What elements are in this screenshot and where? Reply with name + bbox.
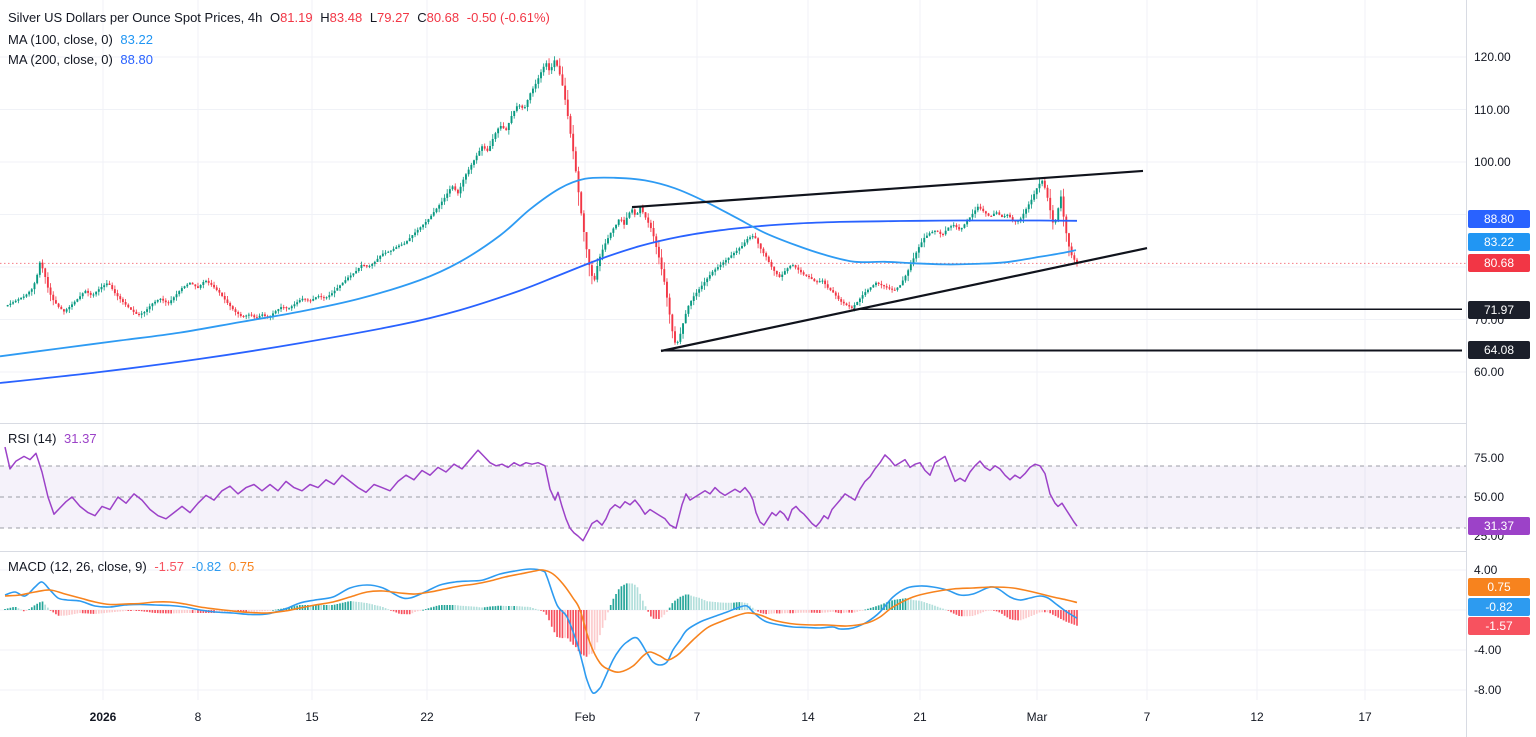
time-tick-label: 22 (420, 710, 434, 724)
macd-signal-badge: 0.75 (1468, 578, 1530, 596)
rsi-value: 31.37 (64, 431, 97, 446)
macd-hist-badge: -1.57 (1468, 617, 1530, 635)
high-label: H (320, 10, 330, 25)
ma200-legend-row[interactable]: MA (200, close, 0) 88.80 (8, 52, 157, 67)
time-tick-label: 14 (801, 710, 815, 724)
rsi-band (0, 465, 1466, 529)
trendline-drawing-1[interactable] (631, 169, 1144, 209)
low-label: L (369, 10, 378, 25)
time-tick-label: 2026 (89, 710, 117, 724)
ma200-label: MA (200, close, 0) (8, 52, 113, 67)
open-value: 81.19 (280, 10, 313, 25)
macd-legend-row[interactable]: MACD (12, 26, close, 9) -1.57 -0.82 0.75 (8, 559, 258, 574)
rsi-value-badge: 31.37 (1468, 517, 1530, 535)
ma200-value-badge: 88.80 (1468, 210, 1530, 228)
rsi-tick-label: 50.00 (1474, 490, 1505, 504)
price-tick-label: 110.00 (1474, 102, 1510, 117)
price-axis-border (1466, 0, 1467, 737)
macd-signal-value: 0.75 (228, 559, 255, 574)
macd-line-value: -0.82 (191, 559, 222, 574)
price-tick-label: 100.00 (1474, 155, 1511, 169)
time-tick-label: Feb (574, 710, 596, 724)
macd-histogram-down-weak (25, 610, 1049, 655)
macd-tick-label: -8.00 (1474, 683, 1502, 697)
symbol-legend-row[interactable]: Silver US Dollars per Ounce Spot Prices,… (8, 10, 554, 25)
ma200-value: 88.80 (120, 52, 153, 67)
price-tick-label: 60.00 (1474, 365, 1505, 379)
macd-tick-label: -4.00 (1474, 643, 1502, 657)
macd-histogram-up-strong (4, 583, 907, 611)
price-axis[interactable]: 120.00110.00100.0090.0080.0070.0060.0075… (1466, 0, 1536, 700)
ma200-line (0, 219, 1078, 384)
time-axis[interactable]: 2026 8 15 22 Feb 7 14 21 Mar 7 12 17 (0, 700, 1536, 737)
macd-histogram-up-weak (17, 583, 947, 611)
trendline-drawing-2[interactable] (660, 247, 1148, 353)
price-tick-label: 120.00 (1474, 50, 1511, 64)
high-value: 83.48 (329, 10, 363, 25)
pane-divider-rsi-macd[interactable] (0, 551, 1536, 552)
support-level-badge-1: 71.97 (1468, 301, 1530, 319)
macd-signal-line (4, 569, 1078, 673)
time-tick-label: 15 (305, 710, 319, 724)
macd-tick-label: 4.00 (1474, 563, 1498, 577)
ma100-legend-row[interactable]: MA (100, close, 0) 83.22 (8, 32, 157, 47)
time-tick-label: 7 (1143, 710, 1151, 724)
time-tick-label: Mar (1026, 710, 1048, 724)
rsi-line (4, 446, 1078, 542)
ma100-label: MA (100, close, 0) (8, 32, 113, 47)
time-tick-label: 17 (1358, 710, 1372, 724)
change-value: -0.50 (-0.61%) (466, 10, 550, 25)
support-level-badge-2: 64.08 (1468, 341, 1530, 359)
ma100-value: 83.22 (120, 32, 153, 47)
close-value: 80.68 (426, 10, 460, 25)
ma100-value-badge: 83.22 (1468, 233, 1530, 251)
low-value: 79.27 (377, 10, 410, 25)
macd-line (4, 568, 1078, 695)
last-price-badge: 80.68 (1468, 254, 1530, 272)
rsi-label: RSI (14) (8, 431, 57, 446)
macd-label: MACD (12, 26, close, 9) (8, 559, 147, 574)
rsi-legend-row[interactable]: RSI (14) 31.37 (8, 431, 101, 446)
time-tick-label: 8 (194, 710, 202, 724)
time-tick-label: 7 (693, 710, 701, 724)
macd-value-badge: -0.82 (1468, 598, 1530, 616)
ma100-line (0, 176, 1077, 358)
time-tick-label: 21 (913, 710, 927, 724)
close-label: C (417, 10, 427, 25)
time-tick-label: 12 (1250, 710, 1264, 724)
candle-bodies-down (41, 60, 1078, 343)
macd-hist-value: -1.57 (154, 559, 184, 574)
symbol-title: Silver US Dollars per Ounce Spot Prices,… (8, 10, 263, 25)
open-label: O (269, 10, 281, 25)
pane-divider-main-rsi[interactable] (0, 423, 1536, 424)
rsi-tick-label: 75.00 (1474, 451, 1505, 465)
